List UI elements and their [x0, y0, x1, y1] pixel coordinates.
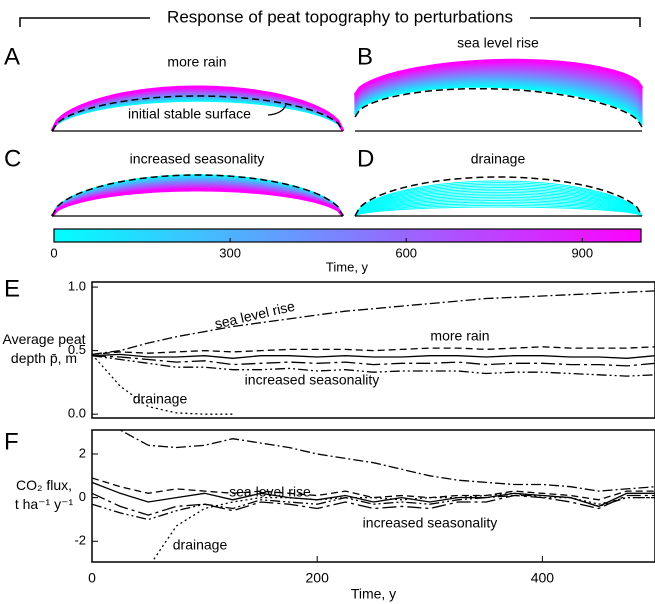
series-line — [92, 290, 655, 356]
profile-curve — [354, 200, 643, 217]
y-tick-label: 2 — [79, 445, 86, 460]
panel-letter: D — [357, 145, 374, 172]
profile-curve — [354, 183, 643, 217]
panel-letter: E — [4, 275, 20, 302]
series-line — [92, 353, 655, 359]
panel-label: drainage — [471, 151, 526, 167]
profile-curve — [354, 201, 643, 217]
y-axis-label: t ha⁻¹ y⁻¹ — [15, 496, 74, 512]
profile-curve — [50, 85, 345, 132]
series-line — [92, 481, 655, 508]
series-label: drainage — [133, 391, 188, 407]
y-tick-label: 0 — [79, 489, 86, 504]
profile-curve — [354, 196, 643, 217]
panel-label: increased seasonality — [130, 151, 265, 167]
series-line — [92, 353, 233, 415]
colorbar-tick-label: 600 — [395, 245, 417, 260]
series-line — [92, 477, 655, 501]
x-tick-label: 0 — [88, 570, 96, 586]
plot-frame — [91, 281, 655, 419]
x-tick-label: 200 — [306, 570, 330, 586]
title-bg — [150, 8, 530, 28]
plot-area — [92, 290, 655, 415]
profile-curve — [354, 198, 643, 217]
series-line — [151, 492, 655, 562]
plot-area — [92, 430, 655, 562]
y-tick-label: -2 — [74, 533, 86, 548]
profile-curve — [353, 58, 644, 96]
profile-curve — [354, 204, 643, 217]
y-axis-label: Average peat — [2, 331, 85, 347]
profile-curve — [354, 195, 643, 217]
initial-surface — [51, 174, 344, 217]
profile-curve — [354, 206, 643, 217]
panel-letter: C — [4, 145, 21, 172]
panel-label: more rain — [167, 54, 226, 70]
panel-letter: F — [4, 428, 19, 455]
series-label: more rain — [430, 328, 489, 344]
profile-curve — [354, 191, 643, 217]
profile-curve — [50, 188, 345, 217]
y-axis-label: CO₂ flux, — [16, 477, 72, 493]
series-line — [92, 355, 655, 377]
profile — [50, 174, 345, 217]
y-tick-label: 0.5 — [68, 342, 86, 357]
initial-surface — [354, 176, 643, 217]
x-tick-label: 400 — [531, 570, 555, 586]
profile-curve — [354, 180, 643, 217]
profile-curve — [354, 188, 643, 217]
colorbar-label: Time, y — [326, 259, 369, 274]
series-label: drainage — [173, 537, 228, 553]
series-label: increased seasonality — [363, 515, 498, 531]
series-line — [92, 494, 655, 521]
series-label: sea level rise — [229, 484, 311, 500]
panel-label: sea level rise — [457, 35, 539, 51]
colorbar-tick-label: 300 — [219, 245, 241, 260]
profile-curve — [354, 187, 643, 217]
profile — [50, 85, 345, 132]
series-line — [118, 430, 655, 492]
colorbar-tick-label: 0 — [50, 245, 57, 260]
y-tick-label: 0.0 — [68, 406, 86, 421]
profile-curve — [354, 185, 643, 217]
series-line — [92, 492, 655, 516]
y-axis-label: depth p̄, m — [11, 350, 77, 366]
series-line — [92, 355, 655, 367]
colorbar-tick-label: 900 — [571, 245, 593, 260]
profile-curve — [354, 203, 643, 217]
panel-letter: B — [357, 43, 373, 70]
colorbar — [53, 228, 642, 243]
annotation: initial stable surface — [128, 106, 251, 122]
initial-surface — [354, 87, 643, 128]
profile-curve — [354, 182, 643, 217]
figure-title: Response of peat topography to perturbat… — [167, 7, 513, 26]
series-label: sea level rise — [213, 298, 296, 332]
initial-surface — [51, 95, 344, 132]
profile — [354, 176, 643, 217]
profile-curve — [354, 190, 643, 217]
plot-frame — [91, 429, 655, 563]
profile — [353, 58, 644, 132]
annotation-leader — [267, 104, 287, 116]
series-line — [92, 346, 655, 356]
y-tick-label: 1.0 — [68, 279, 86, 294]
panel-letter: A — [4, 43, 20, 70]
x-axis-label: Time, y — [351, 586, 396, 602]
profile-curve — [354, 193, 643, 217]
series-label: increased seasonality — [245, 372, 380, 388]
